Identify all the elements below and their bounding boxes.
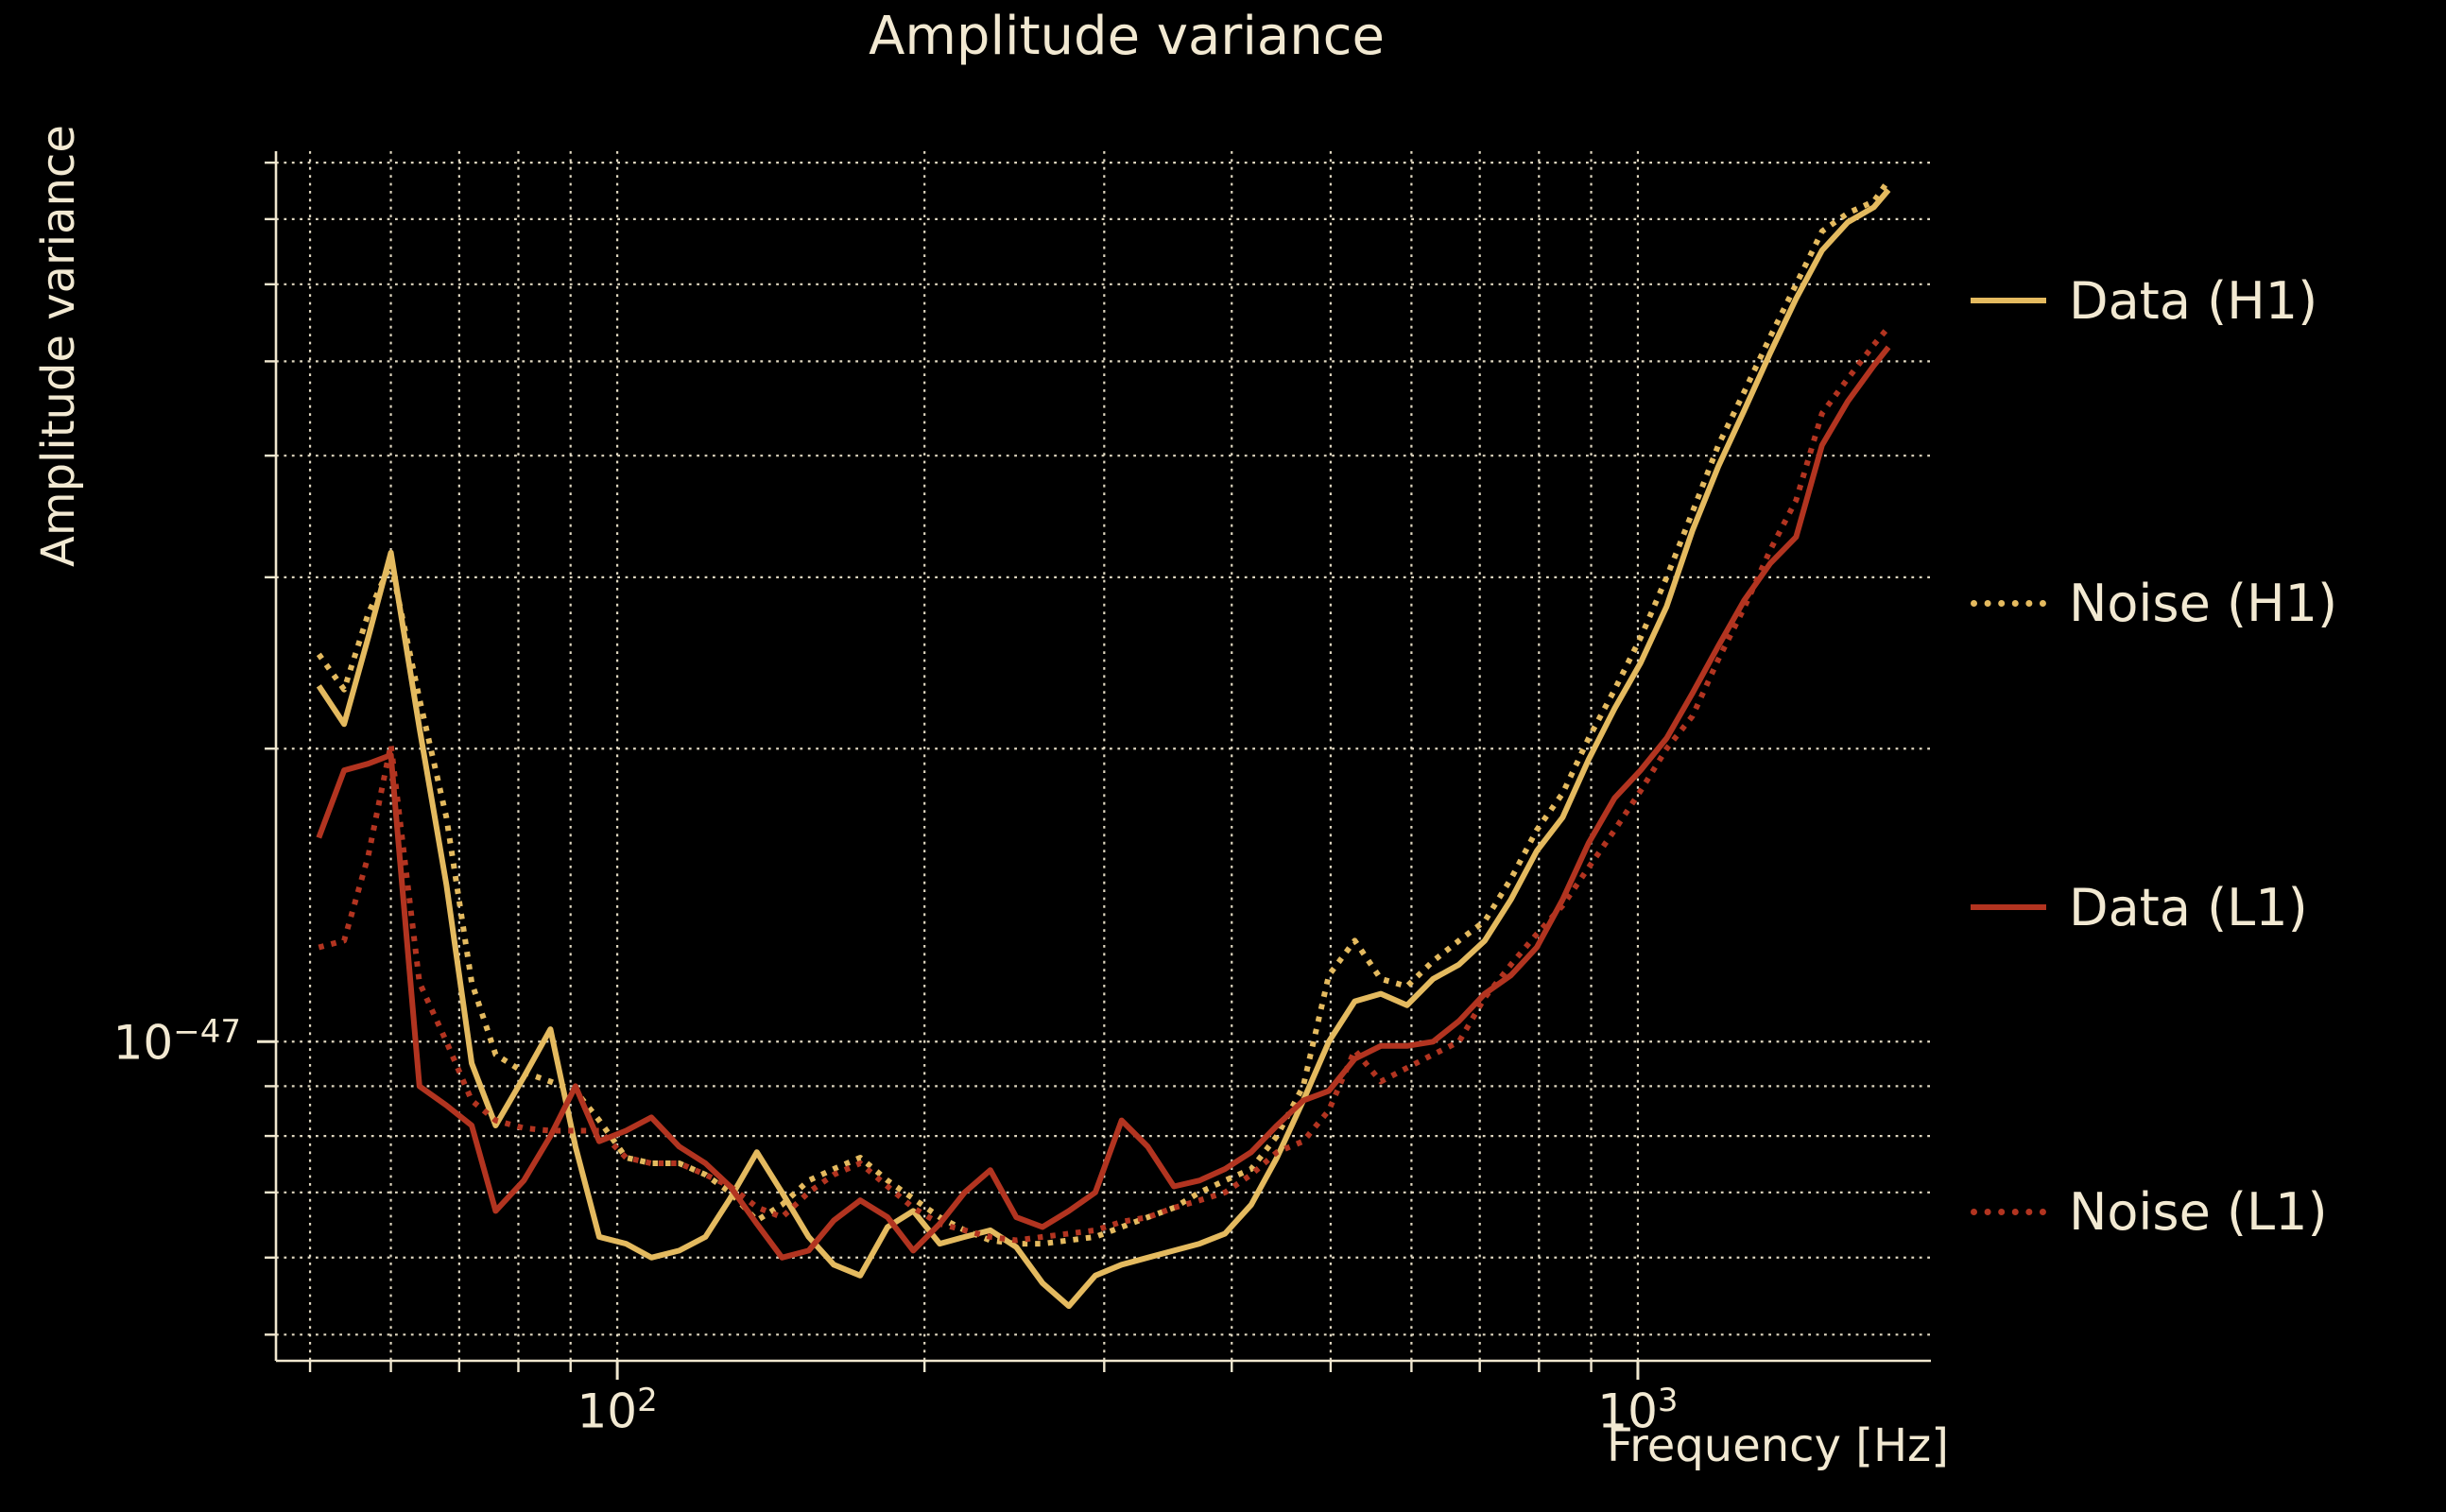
legend-swatch-noise-l1 <box>1971 1208 2046 1215</box>
legend-item-data-l1: Data (L1) <box>1971 877 2308 937</box>
series-line-noise-l1 <box>318 325 1891 1244</box>
y-tick-label: 10−47 <box>112 1013 241 1071</box>
legend-swatch-data-l1 <box>1971 904 2046 910</box>
chart-title: Amplitude variance <box>869 6 1385 67</box>
series-line-noise-h1 <box>316 179 1891 1247</box>
x-tick-label: 103 <box>1597 1382 1679 1439</box>
series-line-data-h1 <box>316 188 1891 1310</box>
legend-label: Data (L1) <box>2069 877 2308 937</box>
x-axis-label: Frequency [Hz] <box>1607 1419 1949 1472</box>
series-line-data-l1 <box>316 345 1891 1261</box>
x-tick-label: 102 <box>577 1382 658 1439</box>
legend-item-noise-h1: Noise (H1) <box>1971 573 2337 633</box>
legend-item-data-h1: Data (H1) <box>1971 270 2317 331</box>
legend-label: Noise (H1) <box>2069 573 2338 633</box>
legend-swatch-noise-h1 <box>1971 599 2046 607</box>
legend-label: Noise (L1) <box>2069 1181 2328 1242</box>
legend-swatch-data-h1 <box>1971 298 2046 303</box>
legend-label: Data (H1) <box>2069 270 2318 331</box>
legend-item-noise-l1: Noise (L1) <box>1971 1181 2328 1242</box>
